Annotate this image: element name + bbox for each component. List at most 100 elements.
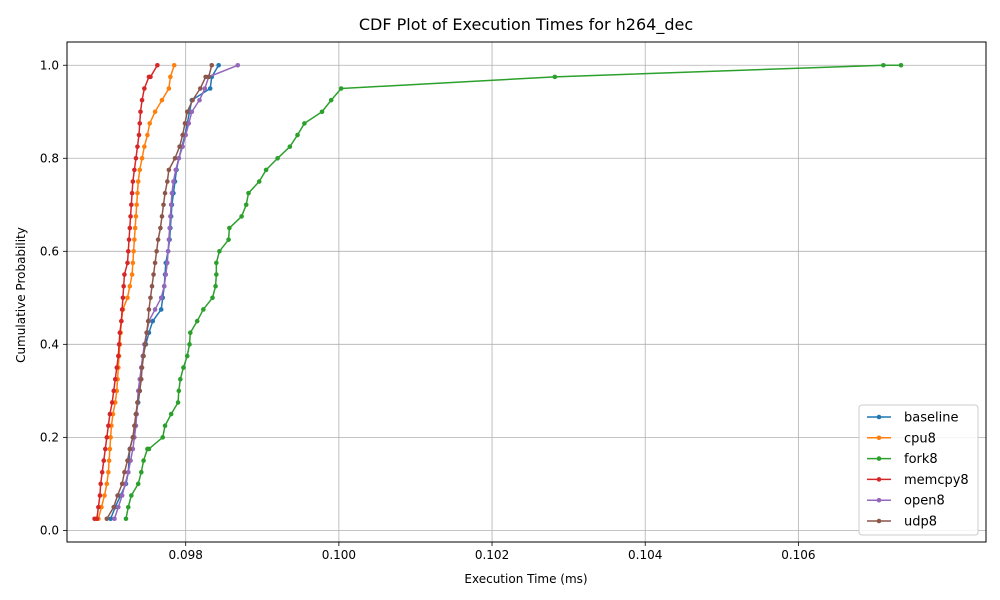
data-point-cpu8 <box>125 295 130 301</box>
data-point-fork8 <box>263 167 269 173</box>
data-point-udp8 <box>104 516 110 522</box>
data-point-fork8 <box>256 179 262 184</box>
data-point-open8 <box>158 295 164 301</box>
data-point-cpu8 <box>129 272 135 277</box>
data-point-fork8 <box>194 318 200 324</box>
data-point-fork8 <box>129 493 134 498</box>
data-point-open8 <box>161 283 167 289</box>
data-point-cpu8 <box>152 109 158 115</box>
data-point-memcpy8 <box>137 121 143 126</box>
data-point-udp8 <box>138 376 144 382</box>
data-point-baseline <box>158 307 164 312</box>
data-point-baseline <box>108 516 113 522</box>
data-point-memcpy8 <box>138 109 143 115</box>
data-point-memcpy8 <box>142 86 147 91</box>
data-point-memcpy8 <box>136 132 142 138</box>
x-axis-label: Execution Time (ms) <box>464 572 587 586</box>
chart-title: CDF Plot of Execution Times for h264_dec <box>359 15 693 35</box>
legend-label: fork8 <box>904 452 938 467</box>
data-point-cpu8 <box>102 493 107 498</box>
data-point-udp8 <box>161 202 166 208</box>
data-point-fork8 <box>217 249 222 254</box>
data-point-cpu8 <box>171 62 177 68</box>
data-point-udp8 <box>190 97 195 103</box>
data-point-cpu8 <box>137 167 143 173</box>
legend-label: open8 <box>904 494 945 509</box>
data-point-fork8 <box>243 202 249 208</box>
series-fork8 <box>123 62 904 522</box>
data-point-cpu8 <box>135 179 141 184</box>
data-point-udp8 <box>122 469 127 475</box>
plot-background <box>67 42 986 542</box>
data-point-memcpy8 <box>117 330 123 336</box>
data-point-memcpy8 <box>125 260 130 266</box>
data-point-memcpy8 <box>107 411 113 417</box>
data-point-cpu8 <box>147 121 153 126</box>
data-point-memcpy8 <box>129 190 135 196</box>
legend-marker <box>876 497 882 503</box>
legend-marker <box>876 414 882 420</box>
data-point-memcpy8 <box>128 214 133 219</box>
data-point-udp8 <box>158 225 163 231</box>
data-point-baseline <box>216 62 221 68</box>
data-point-udp8 <box>180 132 185 138</box>
data-point-memcpy8 <box>116 342 122 347</box>
legend-entry-fork8: fork8 <box>867 452 938 467</box>
legend-label: cpu8 <box>904 431 936 446</box>
data-point-fork8 <box>187 342 192 347</box>
data-point-open8 <box>165 260 170 266</box>
data-point-udp8 <box>155 237 161 242</box>
data-point-fork8 <box>138 469 144 475</box>
data-point-fork8 <box>319 109 325 115</box>
data-point-fork8 <box>210 295 215 301</box>
data-point-fork8 <box>160 435 166 440</box>
data-point-open8 <box>152 307 158 312</box>
series-line-cpu8 <box>97 65 175 519</box>
data-point-udp8 <box>133 411 139 417</box>
data-point-udp8 <box>145 318 151 324</box>
data-point-udp8 <box>149 283 155 289</box>
data-point-udp8 <box>206 74 211 80</box>
data-point-fork8 <box>175 400 181 405</box>
data-point-udp8 <box>152 260 158 266</box>
data-point-memcpy8 <box>119 318 124 324</box>
series-udp8 <box>104 62 215 522</box>
data-point-fork8 <box>227 225 232 231</box>
data-point-cpu8 <box>132 225 138 231</box>
plot-area: 0.098 0.100 0.102 0.104 0.106 0.0 0.2 0.4 0.6 0.8… <box>40 41 987 562</box>
y-tick-label: 0.0 <box>40 523 59 537</box>
legend-entry-memcpy8: memcpy8 <box>867 473 969 488</box>
data-point-open8 <box>163 272 169 277</box>
data-point-cpu8 <box>168 74 173 80</box>
data-point-memcpy8 <box>101 458 107 463</box>
data-point-memcpy8 <box>127 225 133 231</box>
data-point-memcpy8 <box>116 353 121 359</box>
data-point-udp8 <box>141 353 146 359</box>
legend: baseline cpu8 fork8 memcpy8 open8 udp8 <box>858 404 979 536</box>
data-point-open8 <box>125 469 131 475</box>
data-point-udp8 <box>166 167 172 173</box>
data-point-baseline <box>150 318 156 324</box>
data-point-udp8 <box>132 423 137 429</box>
data-point-memcpy8 <box>98 481 103 487</box>
data-point-fork8 <box>287 144 293 149</box>
data-point-fork8 <box>239 214 244 219</box>
data-point-udp8 <box>130 435 136 440</box>
data-point-fork8 <box>214 272 219 277</box>
data-point-fork8 <box>275 155 280 161</box>
data-point-fork8 <box>135 481 141 487</box>
data-point-cpu8 <box>159 97 165 103</box>
data-point-cpu8 <box>135 190 140 196</box>
data-point-memcpy8 <box>111 388 117 394</box>
data-point-udp8 <box>197 86 203 91</box>
y-axis-label: Cumulative Probability <box>14 227 28 363</box>
y-tick-label: 1.0 <box>40 58 59 72</box>
data-point-udp8 <box>111 504 117 510</box>
x-tick-label: 0.104 <box>628 548 662 562</box>
data-point-fork8 <box>123 516 129 522</box>
legend-entry-udp8: udp8 <box>867 515 937 530</box>
data-point-fork8 <box>302 121 307 126</box>
x-tick-label: 0.106 <box>781 548 815 562</box>
data-point-udp8 <box>119 481 125 487</box>
data-point-fork8 <box>188 330 193 336</box>
